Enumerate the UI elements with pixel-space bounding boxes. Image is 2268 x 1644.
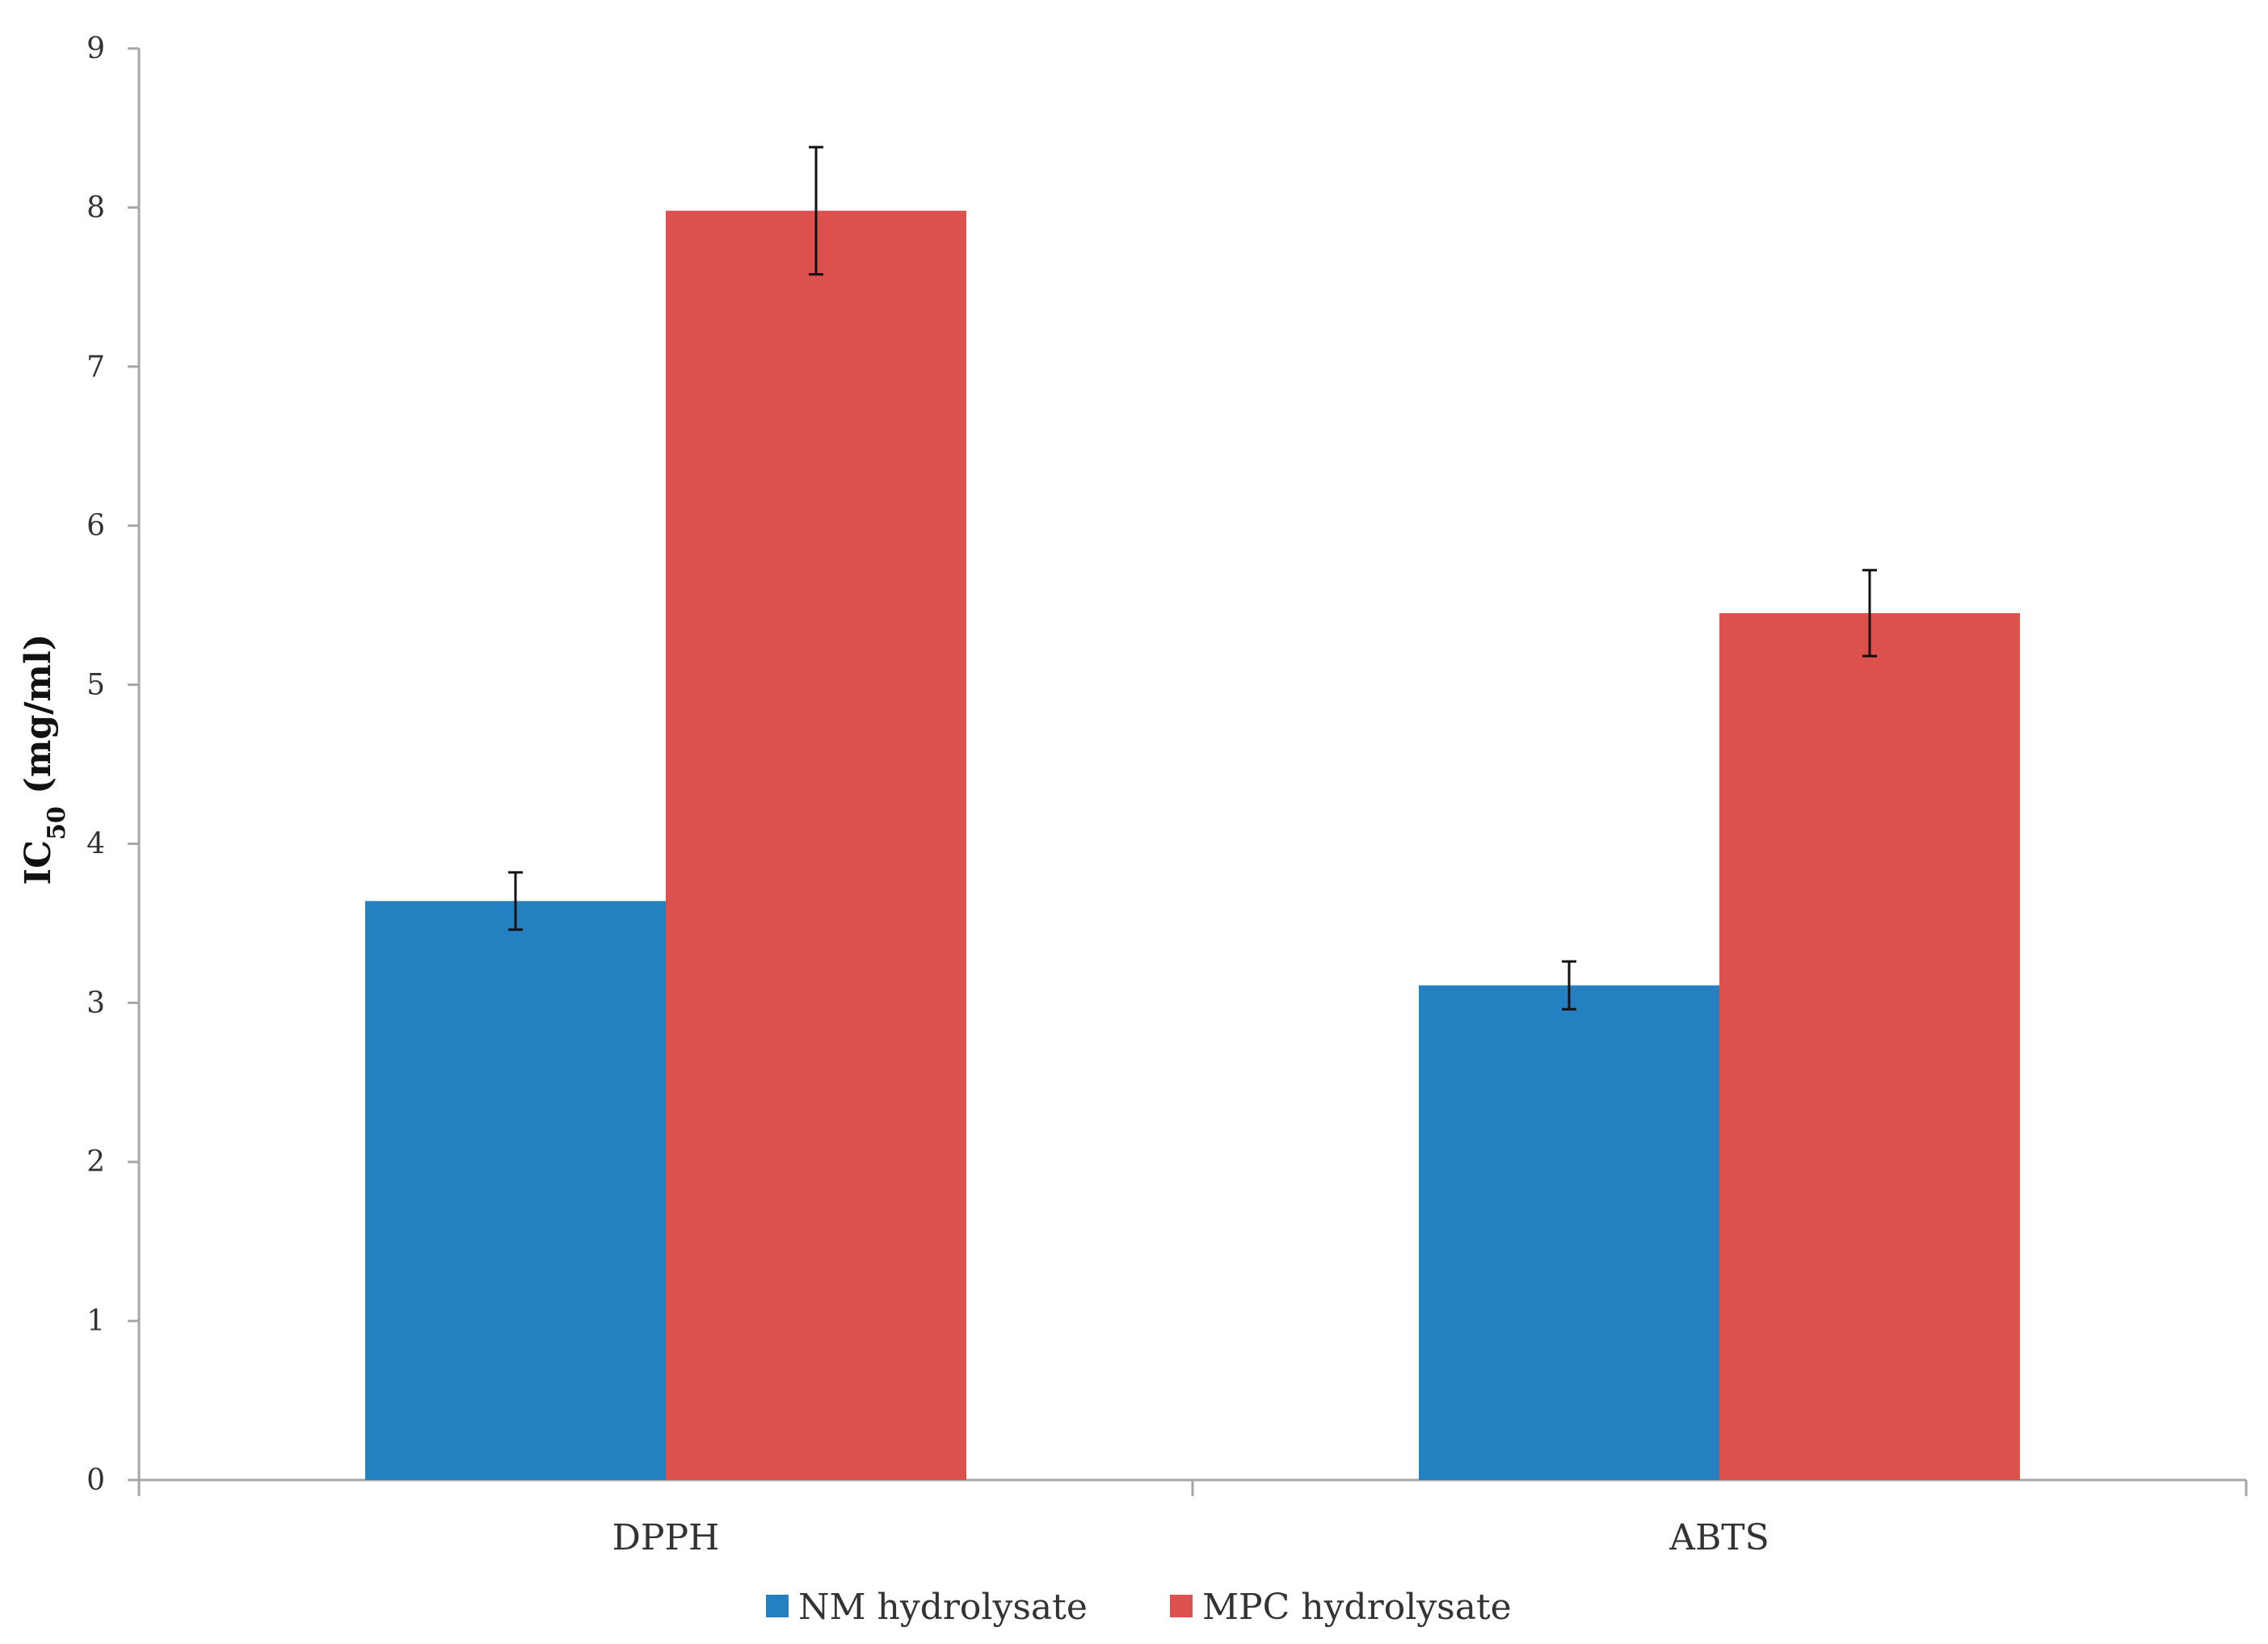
legend-label: MPC hydrolysate — [1202, 1587, 1512, 1628]
bar — [666, 210, 966, 1480]
y-tick-label: 0 — [86, 1464, 105, 1497]
y-tick-label: 6 — [86, 510, 105, 543]
error-bars — [508, 145, 1877, 1011]
x-axis: DPPH ABTS — [137, 1478, 2248, 1558]
legend-label: NM hydrolysate — [798, 1587, 1088, 1628]
y-tick-label: 7 — [86, 351, 105, 384]
legend-swatch — [766, 1595, 789, 1617]
y-axis: 0 1 2 3 4 5 6 7 8 9 — [86, 32, 141, 1497]
y-tick-label: 5 — [86, 669, 105, 702]
y-tick-label: 9 — [86, 32, 105, 65]
bar — [365, 901, 666, 1480]
bars — [365, 210, 2020, 1480]
y-tick-label: 3 — [86, 986, 105, 1020]
y-tick-label: 8 — [86, 191, 105, 225]
legend: NM hydrolysate MPC hydrolysate — [766, 1587, 1512, 1628]
y-tick-label: 4 — [86, 827, 105, 860]
bar — [1719, 612, 2020, 1480]
y-tick-label: 1 — [86, 1305, 105, 1338]
bar — [1419, 985, 1719, 1480]
x-category-label: DPPH — [612, 1517, 720, 1558]
x-category-label: ABTS — [1668, 1517, 1769, 1558]
y-tick-label: 2 — [86, 1146, 105, 1179]
y-axis-title: IC50 (mg/ml) — [18, 634, 71, 885]
y-axis-title-unit: (mg/ml) — [18, 634, 59, 807]
y-axis-title-main: IC — [18, 840, 59, 885]
legend-swatch — [1170, 1595, 1193, 1617]
y-axis-title-subscript: 50 — [43, 806, 71, 840]
